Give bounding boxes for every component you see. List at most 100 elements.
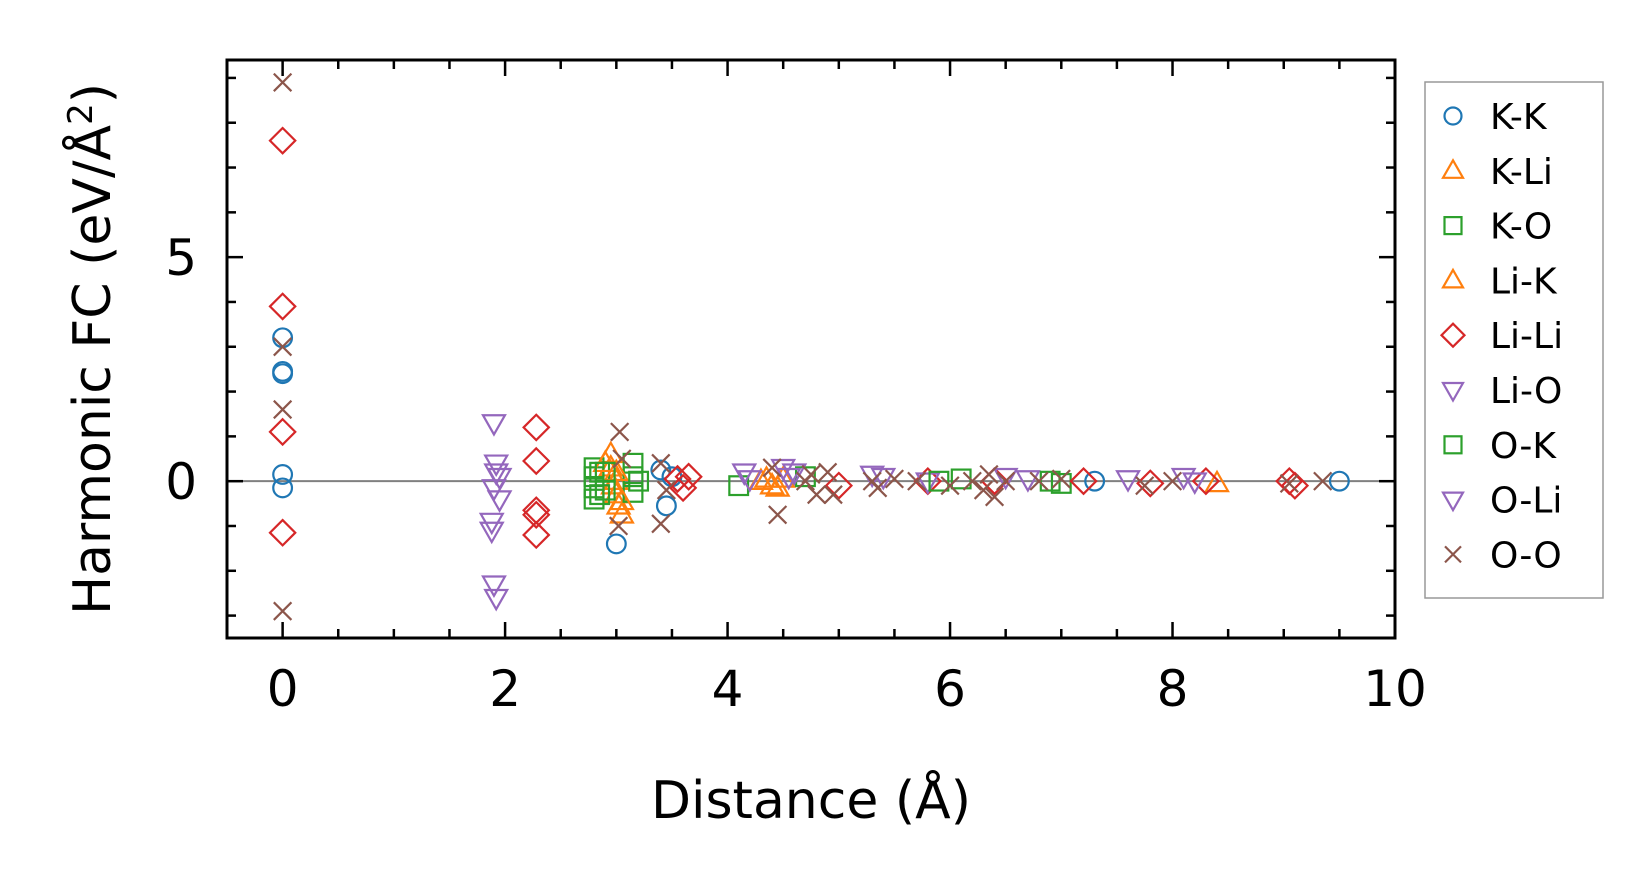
legend-marker <box>1444 545 1462 564</box>
data-point <box>973 480 993 500</box>
legend-label: Li-K <box>1490 261 1558 302</box>
legend-box <box>1424 81 1604 599</box>
data-point <box>656 480 676 500</box>
legend: K-K K-Li K-O Li-K Li-Li Li-O O-K O-Li O-O <box>1424 81 1604 599</box>
legend-marker <box>1443 435 1463 455</box>
data-point <box>736 470 763 493</box>
data-point <box>272 363 294 385</box>
data-point <box>818 462 838 482</box>
data-point <box>651 514 671 534</box>
ticks-layer <box>225 60 1397 638</box>
legend-marker <box>1439 322 1467 349</box>
legend-item: Li-O <box>1441 371 1562 412</box>
data-point <box>272 464 294 485</box>
data-point <box>1051 469 1071 489</box>
legend-item: K-Li <box>1441 152 1553 193</box>
data-point <box>272 327 294 349</box>
legend-label: K-K <box>1490 97 1548 138</box>
data-point <box>628 470 650 492</box>
data-point <box>940 476 960 496</box>
y-axis-label-close: ) <box>63 83 123 103</box>
data-point <box>928 470 950 492</box>
data-point <box>522 413 551 442</box>
data-point <box>1050 472 1072 494</box>
legend-item: O-K <box>1443 426 1557 467</box>
x-tick-label: 2 <box>489 660 521 718</box>
points-layer <box>227 72 1395 621</box>
y-axis-label: Harmonic FC (eV/Å2) <box>61 83 123 615</box>
y-axis-label-superscript: 2 <box>61 103 101 125</box>
data-point <box>824 471 854 500</box>
data-point <box>1328 470 1350 492</box>
data-point <box>605 533 627 555</box>
legend-item: K-O <box>1443 207 1552 248</box>
x-tick-label: 0 <box>267 660 299 718</box>
data-point <box>522 446 551 476</box>
data-point <box>622 466 644 488</box>
data-point <box>775 467 802 491</box>
data-point <box>612 449 632 469</box>
data-point <box>962 471 982 491</box>
legend-label: O-K <box>1490 426 1557 467</box>
data-point <box>768 505 788 525</box>
legend-item: O-Li <box>1441 481 1562 522</box>
data-point <box>483 588 510 612</box>
x-tick-label: 10 <box>1363 660 1427 718</box>
data-point <box>668 473 698 503</box>
data-point <box>762 458 782 478</box>
legend-marker <box>1443 106 1463 126</box>
data-point <box>603 458 630 482</box>
legend-item: Li-Li <box>1439 316 1563 357</box>
data-point <box>268 417 297 447</box>
data-point <box>655 495 677 517</box>
data-point <box>759 471 785 495</box>
data-point <box>486 467 513 491</box>
legend-label: O-Li <box>1490 481 1562 522</box>
data-point <box>1029 471 1049 491</box>
data-point <box>592 449 619 473</box>
data-point <box>1204 469 1230 493</box>
legend-marker <box>1443 216 1463 236</box>
data-point <box>1015 470 1041 493</box>
x-axis-label: Distance (Å) <box>651 769 971 831</box>
legend-marker <box>1441 381 1465 403</box>
data-point <box>651 453 671 473</box>
plot-frame <box>225 58 1397 640</box>
data-point <box>806 485 827 505</box>
tick-labels: 0 2 4 6 8 10 0 5 <box>165 229 1427 718</box>
data-point <box>1181 472 1208 495</box>
data-point <box>481 575 507 598</box>
data-point <box>1313 471 1333 491</box>
data-point <box>823 485 843 505</box>
data-point <box>870 467 897 491</box>
legend-label: K-O <box>1490 207 1552 248</box>
data-point <box>1162 471 1183 491</box>
data-point <box>650 459 672 481</box>
data-point <box>594 479 616 501</box>
series-O-O <box>273 72 1333 621</box>
data-point <box>583 457 605 479</box>
data-point <box>268 518 297 547</box>
legend-label: O-O <box>1490 535 1562 576</box>
x-tick-label: 6 <box>934 660 966 718</box>
data-point <box>1136 469 1165 498</box>
series-K-K <box>272 327 1350 555</box>
data-point <box>979 464 999 485</box>
x-tick-label: 4 <box>712 660 744 718</box>
data-point <box>884 469 905 489</box>
data-point <box>273 337 293 357</box>
data-point <box>1279 473 1299 493</box>
data-point <box>608 487 635 511</box>
data-point <box>663 464 692 494</box>
data-point <box>731 463 758 486</box>
data-point <box>868 478 888 498</box>
data-point <box>728 475 750 497</box>
data-point <box>583 477 605 499</box>
legend-marker <box>1441 491 1465 513</box>
data-point <box>801 464 821 485</box>
legend-label: Li-O <box>1490 371 1562 412</box>
legend-marker <box>1441 158 1465 179</box>
data-point <box>753 465 780 488</box>
data-point <box>268 126 297 155</box>
data-point <box>481 414 507 437</box>
